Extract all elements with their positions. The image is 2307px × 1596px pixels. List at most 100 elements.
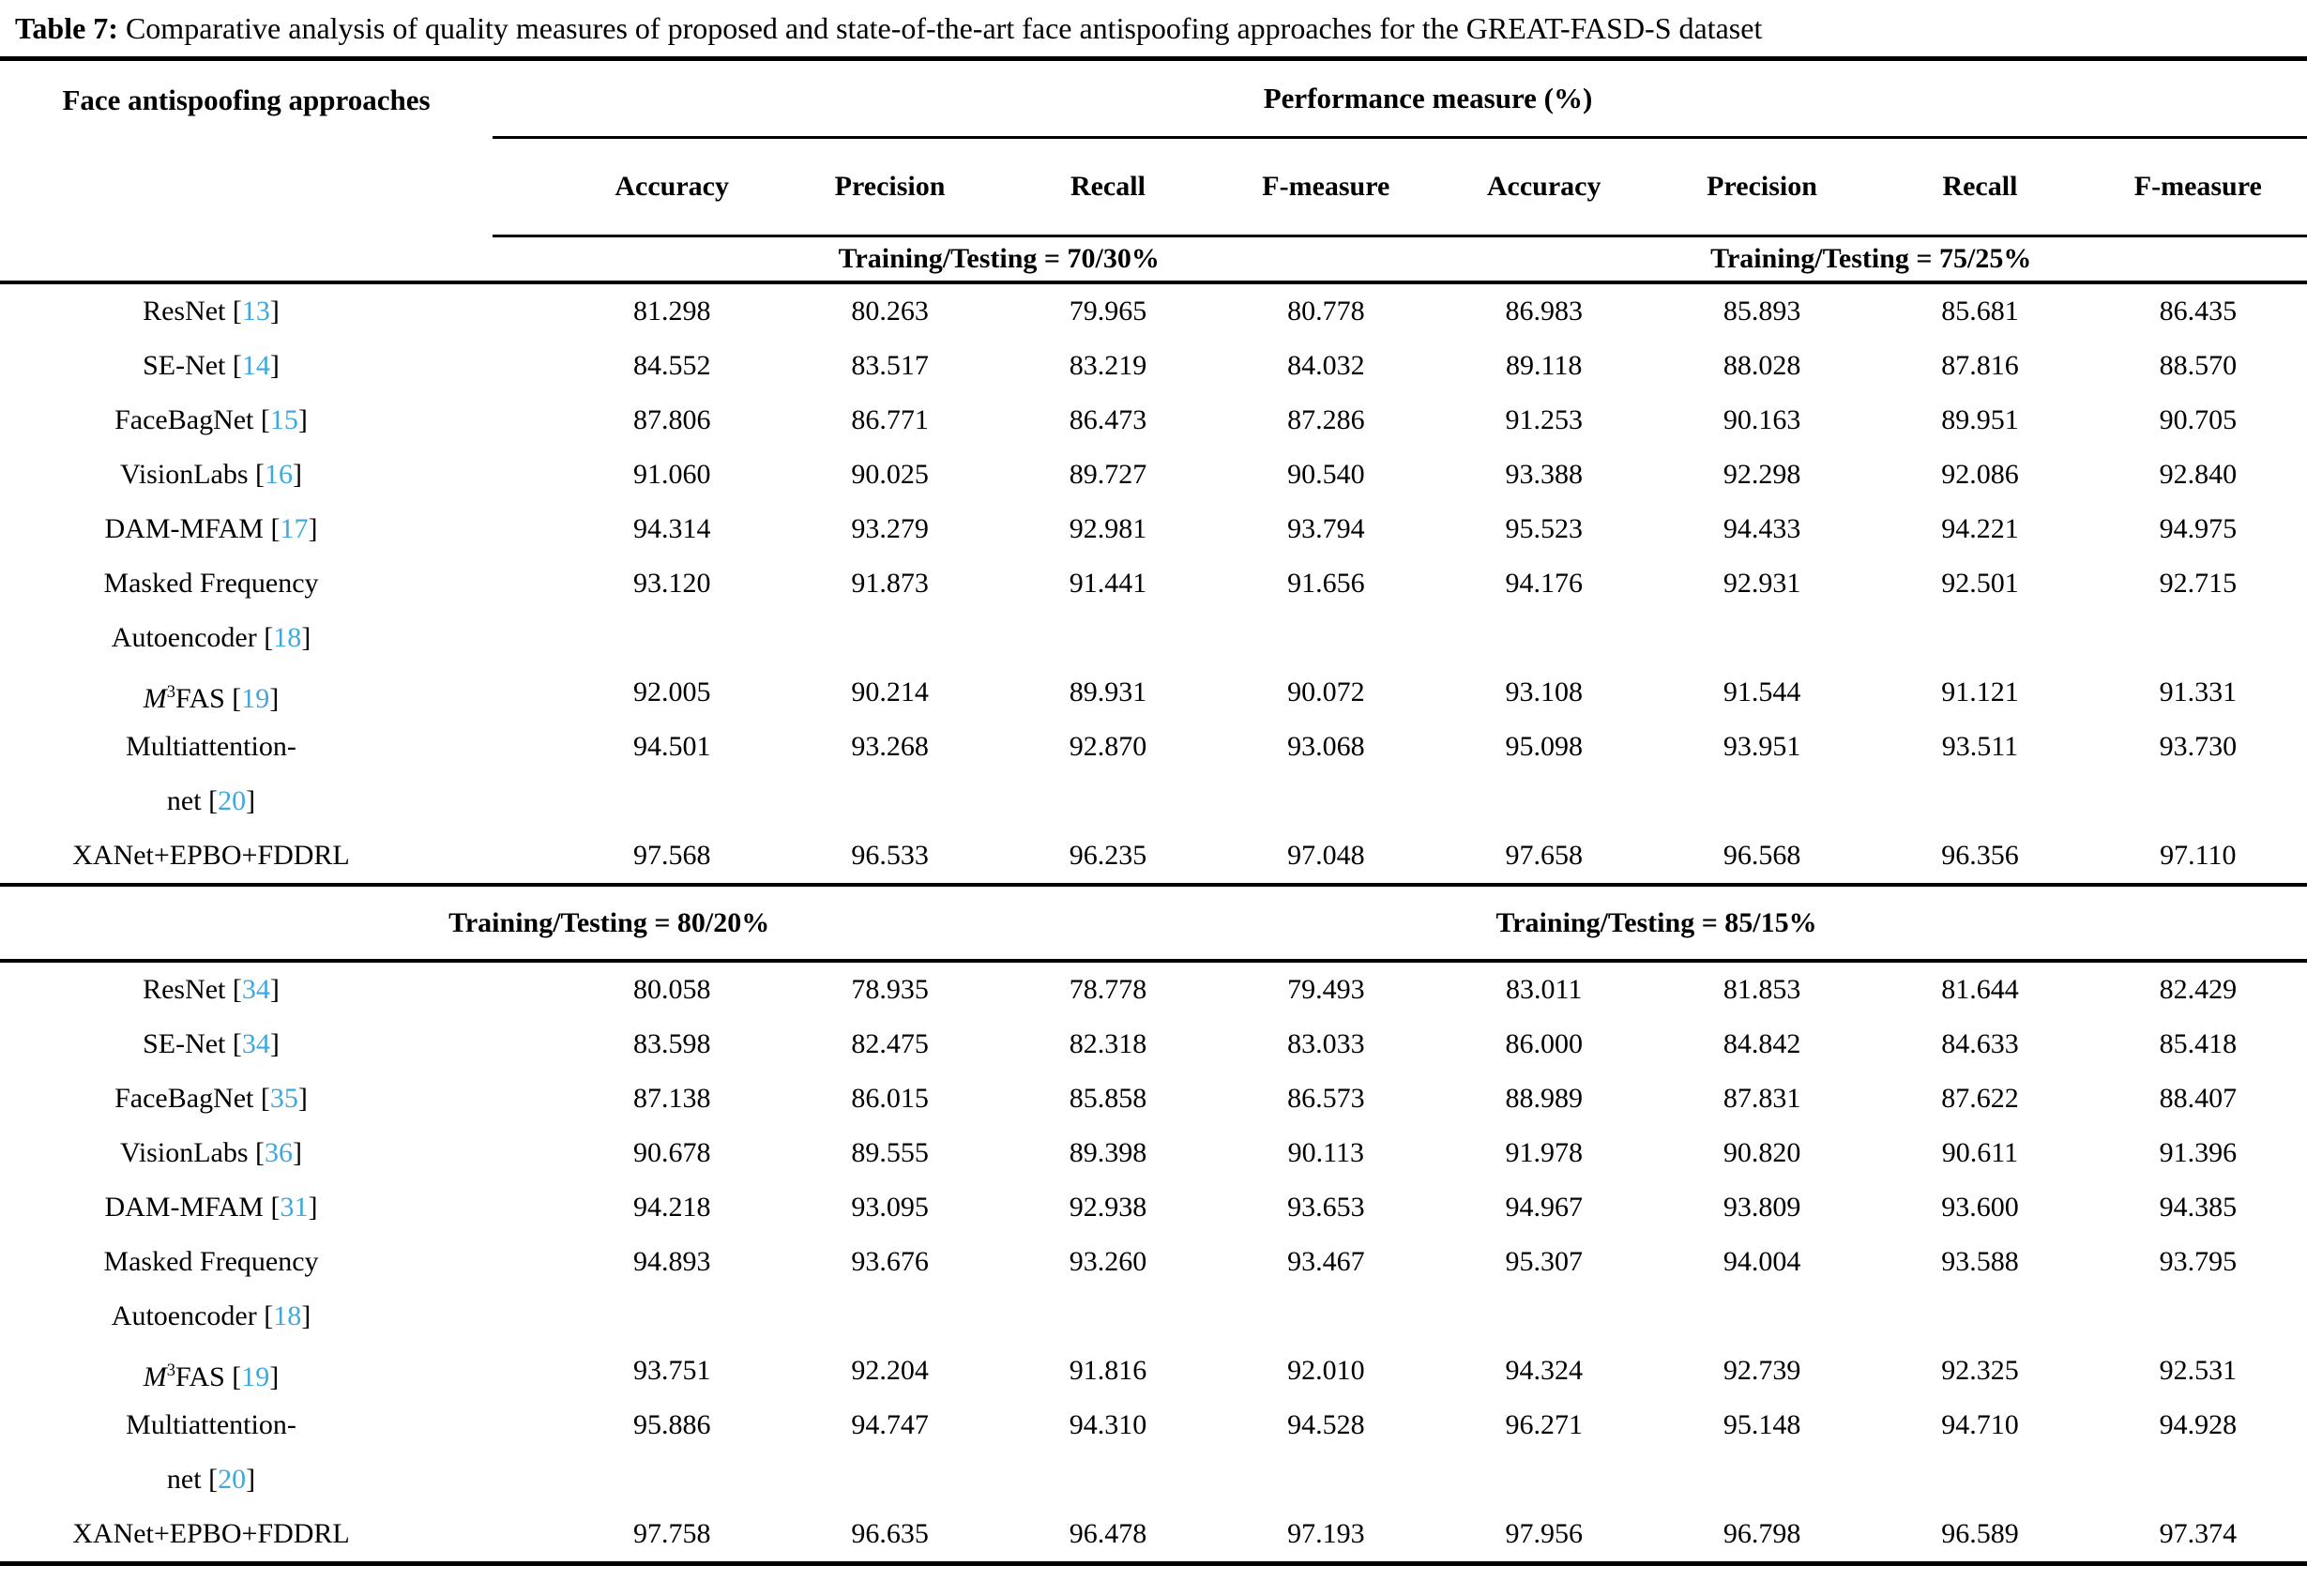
value-cell: 88.570 <box>2159 350 2238 381</box>
value-cell: 86.573 <box>1287 1083 1365 1114</box>
citation-bracket: ] <box>269 1361 280 1392</box>
value-cell: 93.794 <box>1287 513 1365 544</box>
value-cell: 86.771 <box>851 404 929 435</box>
value-cell: 97.048 <box>1287 840 1365 871</box>
value-cell: 93.388 <box>1505 459 1583 490</box>
value-cell: 79.965 <box>1069 296 1147 327</box>
citation-bracket: ] <box>301 1300 311 1331</box>
citation-bracket: ] <box>246 1464 256 1495</box>
value-cell: 91.253 <box>1505 404 1583 435</box>
citation-link[interactable]: 18 <box>273 1300 302 1331</box>
method-line: M3FAS [19] <box>0 1344 422 1398</box>
value-cell: 90.214 <box>851 676 929 707</box>
value-cell: 94.893 <box>632 1246 711 1277</box>
value-cell: 89.931 <box>1069 676 1147 707</box>
value-cell: 88.407 <box>2159 1083 2238 1114</box>
citation-link[interactable]: 20 <box>218 1464 247 1495</box>
value-cell: 81.644 <box>1941 974 2019 1005</box>
value-cell: 91.656 <box>1287 568 1365 599</box>
value-cell: 93.260 <box>1069 1246 1147 1277</box>
citation-link[interactable]: 18 <box>273 622 302 653</box>
value-cell: 84.552 <box>632 350 711 381</box>
col-header-performance: Performance measure (%) <box>493 61 2307 139</box>
citation-link[interactable]: 19 <box>241 1361 270 1392</box>
citation-bracket: ] <box>269 350 280 381</box>
citation-link[interactable]: 36 <box>265 1137 294 1168</box>
table-row: DAM-MFAM [17] 94.314 93.279 92.981 93.794 95.… <box>0 502 2307 556</box>
value-cell: 93.068 <box>1287 731 1365 762</box>
value-cell: 97.110 <box>2160 840 2237 871</box>
value-cell: 81.853 <box>1723 974 1801 1005</box>
method-name: Autoencoder <box>111 1300 257 1331</box>
citation-link[interactable]: 31 <box>280 1192 309 1223</box>
citation-link[interactable]: 14 <box>241 350 270 381</box>
value-cell: 90.072 <box>1287 676 1365 707</box>
citation-bracket: [ <box>225 296 242 327</box>
value-cell: 96.235 <box>1069 840 1147 871</box>
value-cell: 96.271 <box>1505 1409 1583 1440</box>
value-cell: 89.951 <box>1941 404 2019 435</box>
citation-link[interactable]: 34 <box>241 1028 270 1059</box>
method-name-italic: M <box>143 1361 167 1392</box>
value-cell: 91.331 <box>2159 676 2238 707</box>
value-cell: 92.204 <box>851 1355 929 1386</box>
value-cell: 88.989 <box>1505 1083 1583 1114</box>
citation-link[interactable]: 17 <box>280 513 309 544</box>
method-name-superscript: 3 <box>166 1360 175 1380</box>
split-label-85-15: Training/Testing = 85/15% <box>1495 906 1817 938</box>
value-cell: 90.113 <box>1287 1137 1364 1168</box>
method-cell: SE-Net [34] <box>0 1017 563 1072</box>
method-line: SE-Net [14] <box>0 339 422 393</box>
value-cell: 80.263 <box>851 296 929 327</box>
col-header: Recall <box>1942 171 2018 202</box>
value-cell: 94.221 <box>1941 513 2019 544</box>
value-cell: 80.058 <box>632 974 711 1005</box>
method-line: net [20] <box>0 774 422 828</box>
value-cell: 90.820 <box>1723 1137 1801 1168</box>
value-cell: 79.493 <box>1287 974 1365 1005</box>
value-cell: 94.314 <box>632 513 711 544</box>
method-line: ResNet [34] <box>0 963 422 1017</box>
value-cell: 92.501 <box>1941 568 2019 599</box>
value-cell: 87.138 <box>632 1083 711 1114</box>
citation-bracket: [ <box>263 1192 281 1223</box>
citation-link[interactable]: 15 <box>269 404 298 435</box>
value-cell: 85.893 <box>1723 296 1801 327</box>
value-cell: 91.121 <box>1941 676 2019 707</box>
citation-bracket: [ <box>201 1464 219 1495</box>
value-cell: 78.935 <box>851 974 929 1005</box>
value-cell: 83.033 <box>1287 1028 1365 1059</box>
table-row: M3FAS [19] 92.005 90.214 89.931 90.072 93.108… <box>0 665 2307 720</box>
table-row: VisionLabs [16] 91.060 90.025 89.727 90.540 9… <box>0 448 2307 502</box>
citation-link[interactable]: 20 <box>218 785 247 816</box>
value-cell: 91.396 <box>2159 1137 2238 1168</box>
citation-link[interactable]: 13 <box>241 296 270 327</box>
citation-bracket: [ <box>224 683 242 714</box>
value-cell: 93.511 <box>1941 731 2019 762</box>
table-row: XANet+EPBO+FDDRL 97.758 96.635 96.478 97.193… <box>0 1507 2307 1561</box>
measure-header-row: Accuracy Precision Recall F-measure Accu… <box>0 139 2307 235</box>
citation-bracket: [ <box>225 350 242 381</box>
citation-bracket: [ <box>253 404 270 435</box>
value-cell: 78.778 <box>1069 974 1147 1005</box>
method-line: Autoencoder [18] <box>0 611 422 665</box>
method-line: XANet+EPBO+FDDRL <box>0 1507 422 1561</box>
citation-bracket: [ <box>248 459 266 490</box>
citation-link[interactable]: 35 <box>269 1083 298 1114</box>
method-name: FAS <box>175 1361 225 1392</box>
caption-text: Comparative analysis of quality measures… <box>125 11 1763 45</box>
method-name: FaceBagNet <box>114 1083 254 1114</box>
citation-link[interactable]: 19 <box>241 683 270 714</box>
value-cell: 86.473 <box>1069 404 1147 435</box>
value-cell: 90.025 <box>851 459 929 490</box>
value-cell: 97.758 <box>632 1518 711 1549</box>
citation-bracket: [ <box>256 1300 274 1331</box>
mid-rule <box>0 959 2307 963</box>
method-line: SE-Net [34] <box>0 1017 422 1072</box>
citation-link[interactable]: 16 <box>265 459 294 490</box>
citation-link[interactable]: 34 <box>241 974 270 1005</box>
citation-bracket: ] <box>297 1083 308 1114</box>
value-cell: 90.611 <box>1941 1137 2019 1168</box>
value-cell: 93.467 <box>1287 1246 1365 1277</box>
value-cell: 86.983 <box>1505 296 1583 327</box>
